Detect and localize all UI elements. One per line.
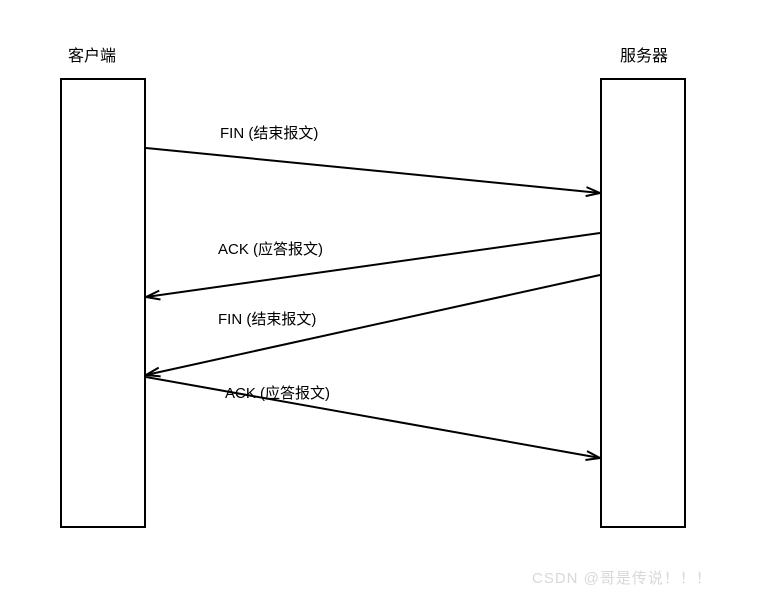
watermark-text: CSDN @哥是传说！！！ xyxy=(532,567,712,588)
message-label-3: ACK (应答报文) xyxy=(225,382,330,403)
message-label-0: FIN (结束报文) xyxy=(220,122,318,143)
client-lifeline xyxy=(60,78,146,528)
message-label-2: FIN (结束报文) xyxy=(218,308,316,329)
message-label-1: ACK (应答报文) xyxy=(218,238,323,259)
sequence-diagram: 客户端 服务器 FIN (结束报文) ACK (应答报文) FIN (结束报文)… xyxy=(0,0,766,595)
client-label: 客户端 xyxy=(68,42,116,66)
server-lifeline xyxy=(600,78,686,528)
server-label: 服务器 xyxy=(620,42,668,66)
